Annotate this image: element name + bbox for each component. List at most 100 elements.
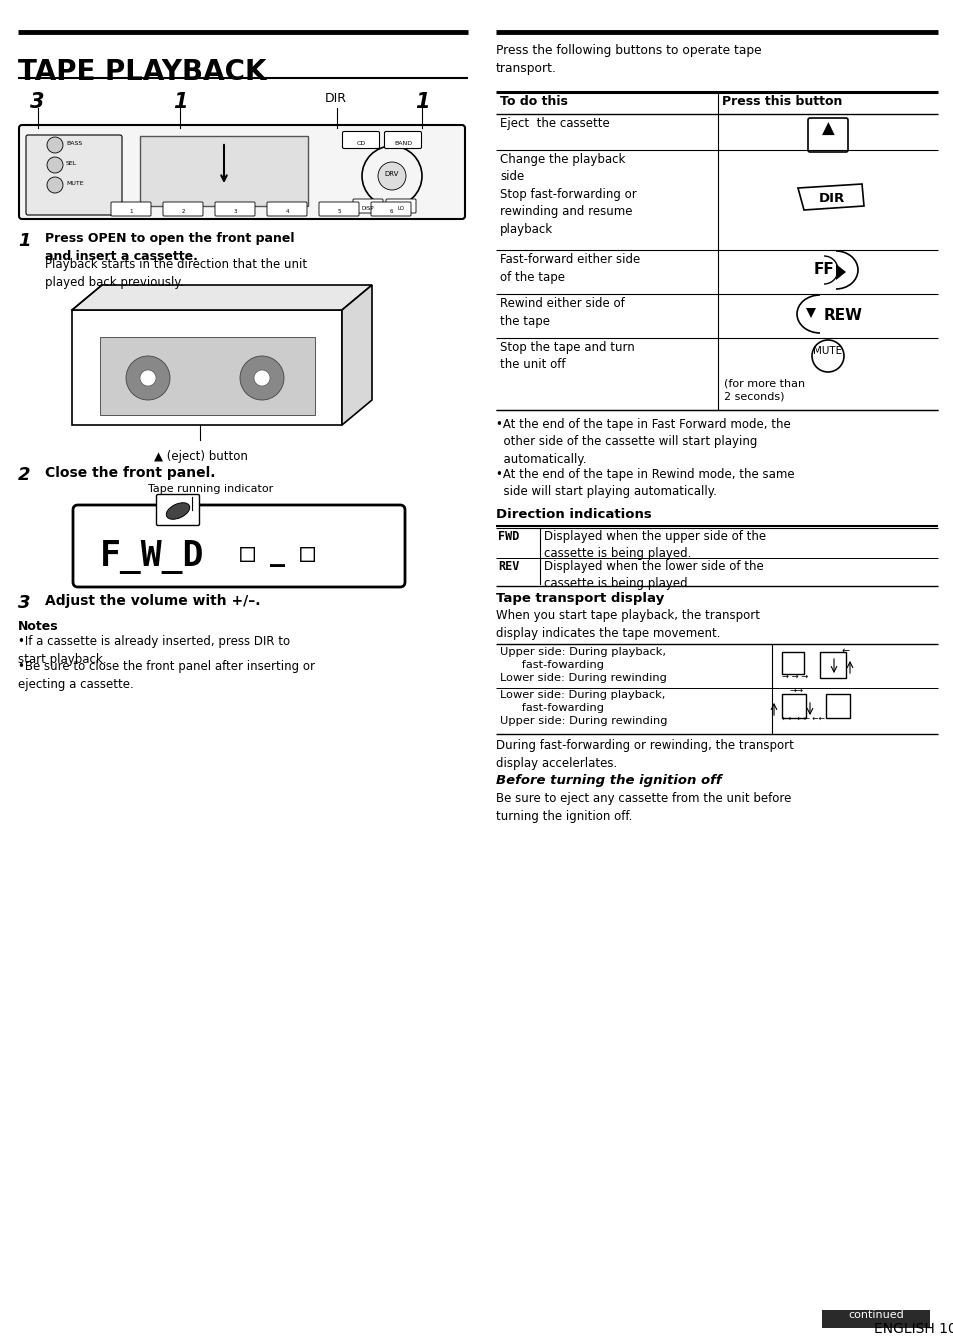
- Text: •If a cassette is already inserted, press DIR to
start playback.: •If a cassette is already inserted, pres…: [18, 635, 290, 667]
- Text: TAPE PLAYBACK: TAPE PLAYBACK: [18, 57, 266, 86]
- Text: FF: FF: [813, 262, 834, 277]
- Text: LO: LO: [397, 206, 404, 211]
- FancyBboxPatch shape: [353, 199, 382, 212]
- FancyBboxPatch shape: [318, 202, 358, 216]
- FancyBboxPatch shape: [267, 202, 307, 216]
- Text: BAND: BAND: [394, 142, 412, 146]
- Text: □ _ □: □ _ □: [240, 542, 314, 566]
- Text: MUTE: MUTE: [813, 346, 841, 355]
- Text: •At the end of the tape in Fast Forward mode, the
  other side of the cassette w: •At the end of the tape in Fast Forward …: [496, 418, 790, 466]
- Circle shape: [126, 355, 170, 399]
- Text: Stop the tape and turn
the unit off: Stop the tape and turn the unit off: [499, 341, 634, 371]
- Circle shape: [240, 355, 284, 399]
- Text: Press this button: Press this button: [721, 95, 841, 108]
- Text: Press OPEN to open the front panel
and insert a cassette.: Press OPEN to open the front panel and i…: [45, 232, 294, 263]
- Text: DISP: DISP: [361, 206, 374, 211]
- Bar: [781, 693, 805, 717]
- Bar: [100, 337, 314, 415]
- Text: ENGLISH 10: ENGLISH 10: [873, 1323, 953, 1336]
- Text: DIR: DIR: [325, 92, 347, 106]
- Text: 1: 1: [415, 92, 429, 112]
- Text: Notes: Notes: [18, 620, 58, 633]
- Polygon shape: [835, 265, 845, 281]
- Text: To do this: To do this: [499, 95, 567, 108]
- Text: Before turning the ignition off: Before turning the ignition off: [496, 774, 720, 787]
- Text: (for more than
2 seconds): (for more than 2 seconds): [723, 378, 804, 401]
- Polygon shape: [341, 285, 372, 425]
- FancyBboxPatch shape: [19, 126, 464, 219]
- Text: Displayed when the upper side of the
cassette is being played.: Displayed when the upper side of the cas…: [543, 530, 765, 561]
- Text: Be sure to eject any cassette from the unit before
turning the ignition off.: Be sure to eject any cassette from the u…: [496, 792, 791, 823]
- Text: F̲W̲D: F̲W̲D: [100, 540, 204, 574]
- FancyBboxPatch shape: [371, 202, 411, 216]
- Bar: [781, 652, 803, 673]
- Text: SEL: SEL: [66, 162, 77, 166]
- Text: Playback starts in the direction that the unit
played back previously.: Playback starts in the direction that th…: [45, 258, 307, 289]
- Text: Tape transport display: Tape transport display: [496, 592, 663, 605]
- Circle shape: [140, 370, 156, 386]
- Bar: [825, 693, 849, 717]
- Text: MUTE: MUTE: [66, 180, 84, 186]
- Text: Tape running indicator: Tape running indicator: [148, 484, 273, 494]
- Circle shape: [253, 370, 270, 386]
- Text: Press the following buttons to operate tape
transport.: Press the following buttons to operate t…: [496, 44, 760, 75]
- Polygon shape: [71, 310, 341, 425]
- Text: 1: 1: [129, 208, 132, 214]
- FancyBboxPatch shape: [26, 135, 122, 215]
- Circle shape: [47, 158, 63, 172]
- Text: •At the end of the tape in Rewind mode, the same
  side will start playing autom: •At the end of the tape in Rewind mode, …: [496, 468, 794, 498]
- Text: CD: CD: [356, 142, 365, 146]
- Text: When you start tape playback, the transport
display indicates the tape movement.: When you start tape playback, the transp…: [496, 609, 760, 640]
- Text: 3: 3: [18, 595, 30, 612]
- FancyBboxPatch shape: [73, 505, 405, 587]
- Text: 3: 3: [233, 208, 236, 214]
- FancyBboxPatch shape: [384, 131, 421, 148]
- Text: DRV: DRV: [384, 171, 398, 176]
- Text: REW: REW: [823, 309, 862, 323]
- Text: BASS: BASS: [66, 142, 82, 146]
- FancyBboxPatch shape: [807, 118, 847, 152]
- Circle shape: [377, 162, 406, 190]
- Text: → → →: → → →: [781, 672, 807, 681]
- Text: Eject  the cassette: Eject the cassette: [499, 118, 609, 130]
- FancyBboxPatch shape: [163, 202, 203, 216]
- Text: Upper side: During playback,
      fast-fowarding
Lower side: During rewinding: Upper side: During playback, fast-foward…: [499, 647, 666, 683]
- Text: Adjust the volume with +/–.: Adjust the volume with +/–.: [45, 595, 260, 608]
- Polygon shape: [797, 184, 863, 210]
- FancyBboxPatch shape: [111, 202, 151, 216]
- Text: •Be sure to close the front panel after inserting or
ejecting a cassette.: •Be sure to close the front panel after …: [18, 660, 314, 691]
- FancyBboxPatch shape: [386, 199, 416, 212]
- Text: DIR: DIR: [818, 192, 844, 204]
- Polygon shape: [805, 309, 815, 318]
- Text: Direction indications: Direction indications: [496, 508, 651, 521]
- Ellipse shape: [166, 502, 190, 520]
- Text: Displayed when the lower side of the
cassette is being played.: Displayed when the lower side of the cas…: [543, 560, 763, 591]
- Text: Close the front panel.: Close the front panel.: [45, 466, 215, 480]
- Text: 1: 1: [18, 232, 30, 250]
- Text: continued: continued: [847, 1311, 902, 1320]
- Text: 3: 3: [30, 92, 45, 112]
- FancyBboxPatch shape: [214, 202, 254, 216]
- Text: Rewind either side of
the tape: Rewind either side of the tape: [499, 297, 624, 327]
- Text: 4: 4: [285, 208, 289, 214]
- Text: ▲: ▲: [821, 120, 834, 138]
- Circle shape: [47, 138, 63, 154]
- Bar: [820, 652, 845, 677]
- Text: 6: 6: [389, 208, 393, 214]
- Text: ←: ←: [841, 647, 849, 656]
- Text: Change the playback
side
Stop fast-forwarding or
rewinding and resume
playback: Change the playback side Stop fast-forwa…: [499, 154, 636, 236]
- Text: 2: 2: [181, 208, 185, 214]
- Text: 1: 1: [172, 92, 188, 112]
- Text: Fast-forward either side
of the tape: Fast-forward either side of the tape: [499, 253, 639, 283]
- Text: FWD: FWD: [497, 530, 518, 542]
- Text: ▲ (eject) button: ▲ (eject) button: [153, 450, 248, 464]
- FancyBboxPatch shape: [342, 131, 379, 148]
- Text: 5: 5: [337, 208, 340, 214]
- Circle shape: [47, 176, 63, 192]
- Text: REV: REV: [497, 560, 518, 573]
- FancyBboxPatch shape: [156, 494, 199, 525]
- Bar: [140, 136, 308, 206]
- Text: ←← ←← ←←: ←← ←← ←←: [781, 713, 824, 723]
- Text: 2: 2: [18, 466, 30, 484]
- Bar: [821, 1311, 929, 1328]
